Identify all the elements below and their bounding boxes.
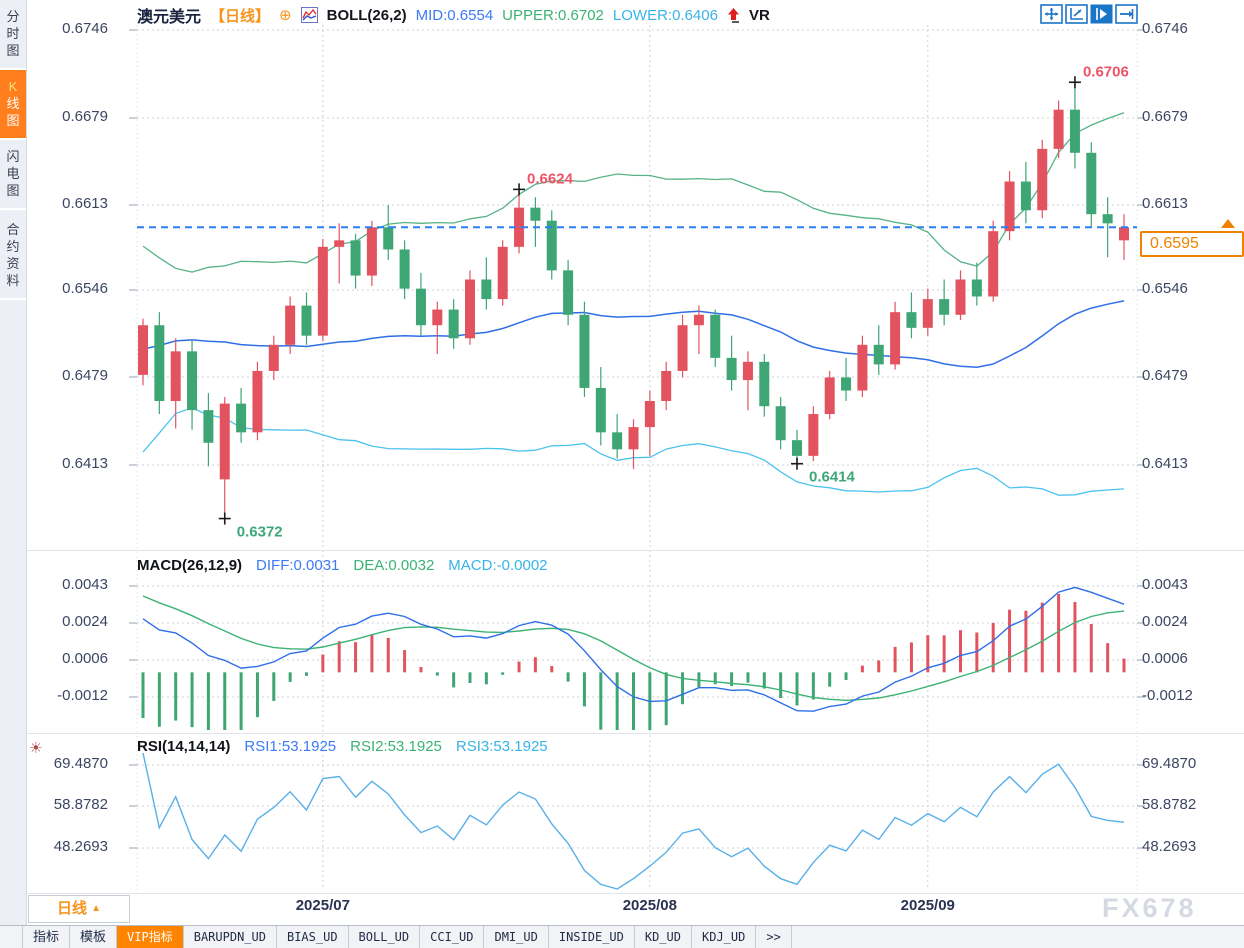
price-axis-tick: 0.6479: [1142, 367, 1188, 384]
rsi1-value: RSI1:53.1925: [244, 738, 337, 755]
sidebar-item-4[interactable]: 合约资料: [0, 213, 26, 300]
rsi-axis-tick: 69.4870: [53, 755, 108, 772]
mini-candlestick-chart-icon[interactable]: [300, 7, 318, 23]
panel-separator: [26, 733, 1244, 734]
price-axis-tick: 0.6413: [62, 455, 108, 472]
x-axis-month-label: 2025/07: [295, 897, 350, 914]
circle-plus-icon[interactable]: ⊕: [279, 7, 292, 24]
watermark: FX678: [1102, 893, 1197, 923]
price-axis-tick: 0.6746: [1142, 20, 1188, 37]
price-axis-tick: 0.6679: [62, 108, 108, 125]
tab-KDJ_UD[interactable]: KDJ_UD: [692, 926, 757, 948]
sidebar-item-1[interactable]: 分时图: [0, 0, 26, 70]
crosshair-pointer-icon[interactable]: [1090, 4, 1113, 24]
rsi-axis-tick: 48.2693: [1142, 838, 1197, 855]
boll-upper-value: UPPER:0.6702: [502, 6, 604, 24]
tab--[interactable]: 指标: [23, 926, 71, 948]
svg-text:0.6624: 0.6624: [527, 170, 574, 187]
tab->>[interactable]: >>: [756, 926, 792, 948]
price-tag-up-arrow-icon: [1221, 219, 1235, 228]
dropdown-up-arrow-icon: ▲: [91, 903, 102, 914]
svg-text:0.6706: 0.6706: [1083, 63, 1129, 80]
macd-axis-tick: -0.0012: [1142, 687, 1193, 704]
boll-mid-value: MID:0.6554: [415, 6, 494, 24]
tab-BARUPDN_UD[interactable]: BARUPDN_UD: [184, 926, 277, 948]
panel-separator: [26, 893, 1244, 894]
price-axis-tick: 0.6479: [62, 367, 108, 384]
rsi-panel-header: RSI(14,14,14) RSI1:53.1925 RSI2:53.1925 …: [137, 738, 548, 755]
macd-axis-tick: -0.0012: [57, 687, 108, 704]
symbol-title: 澳元美元: [137, 9, 202, 26]
tab--[interactable]: 模板: [70, 926, 118, 948]
tab-DMI_UD[interactable]: DMI_UD: [484, 926, 549, 948]
macd-axis-tick: 0.0043: [1142, 576, 1188, 593]
axis-scale-icon[interactable]: [1065, 4, 1088, 24]
rsi-axis-tick: 48.2693: [53, 838, 108, 855]
svg-text:0.6414: 0.6414: [809, 469, 856, 486]
chart-header: 澳元美元 【日线】 ⊕ BOLL(26,2) MID:0.6554 UPPER:…: [137, 4, 770, 27]
red-up-arrow-icon[interactable]: [727, 7, 740, 24]
pan-move-icon[interactable]: [1040, 4, 1063, 24]
price-axis-tick: 0.6679: [1142, 108, 1188, 125]
tab-CCI_UD[interactable]: CCI_UD: [420, 926, 485, 948]
tab-VIP-[interactable]: VIP指标: [117, 926, 184, 948]
tab-INSIDE_UD[interactable]: INSIDE_UD: [549, 926, 635, 948]
macd-axis-tick: 0.0024: [1142, 613, 1188, 630]
price-axis-tick: 0.6613: [62, 195, 108, 212]
shift-right-icon[interactable]: [1115, 4, 1138, 24]
rsi-axis-tick: 58.8782: [1142, 796, 1197, 813]
rsi3-value: RSI3:53.1925: [455, 738, 548, 755]
indicator-settings-icon[interactable]: ☀: [29, 740, 43, 757]
macd-axis-tick: 0.0006: [1142, 650, 1188, 667]
macd-title[interactable]: MACD(26,12,9): [137, 557, 243, 574]
macd-axis-tick: 0.0043: [62, 576, 108, 593]
price-axis-tick: 0.6546: [1142, 280, 1188, 297]
macd-axis-tick: 0.0006: [62, 650, 108, 667]
rsi-title[interactable]: RSI(14,14,14): [137, 738, 231, 755]
tab-BIAS_UD[interactable]: BIAS_UD: [277, 926, 349, 948]
tab-spacer: [0, 926, 23, 948]
svg-text:0.6372: 0.6372: [237, 524, 283, 541]
tab-BOLL_UD[interactable]: BOLL_UD: [349, 926, 421, 948]
x-axis-month-label: 2025/09: [900, 897, 955, 914]
vr-indicator-label[interactable]: VR: [748, 6, 770, 24]
panel-separator: [26, 550, 1244, 551]
rsi-axis-tick: 58.8782: [53, 796, 108, 813]
macd-macd-value: MACD:-0.0002: [448, 557, 548, 574]
boll-lower-value: LOWER:0.6406: [612, 6, 718, 24]
period-selector-label: 日线: [56, 900, 87, 917]
indicator-tab-bar: 指标 模板 VIP指标 BARUPDN_UD BIAS_UD BOLL_UD CCI_UD D…: [0, 925, 1244, 948]
x-axis-month-label: 2025/08: [622, 897, 677, 914]
current-price-tag: 0.6595: [1140, 231, 1244, 257]
period-tag[interactable]: 【日线】: [210, 7, 271, 25]
price-axis-tick: 0.6746: [62, 20, 108, 37]
macd-dea-value: DEA:0.0032: [353, 557, 435, 574]
price-axis-tick: 0.6413: [1142, 455, 1188, 472]
tab-KD_UD[interactable]: KD_UD: [635, 926, 692, 948]
macd-panel-header: MACD(26,12,9) DIFF:0.0031 DEA:0.0032 MAC…: [137, 557, 548, 574]
boll-indicator-title[interactable]: BOLL(26,2): [326, 6, 407, 24]
price-axis-tick: 0.6546: [62, 280, 108, 297]
rsi2-value: RSI2:53.1925: [350, 738, 442, 755]
period-selector-dropdown[interactable]: 日线 ▲: [28, 895, 130, 923]
macd-axis-tick: 0.0024: [62, 613, 108, 630]
chart-toolbar: [1040, 4, 1138, 24]
sidebar-item-3[interactable]: 闪电图: [0, 140, 26, 210]
rsi-axis-tick: 69.4870: [1142, 755, 1197, 772]
macd-diff-value: DIFF:0.0031: [256, 557, 340, 574]
price-axis-tick: 0.6613: [1142, 195, 1188, 212]
